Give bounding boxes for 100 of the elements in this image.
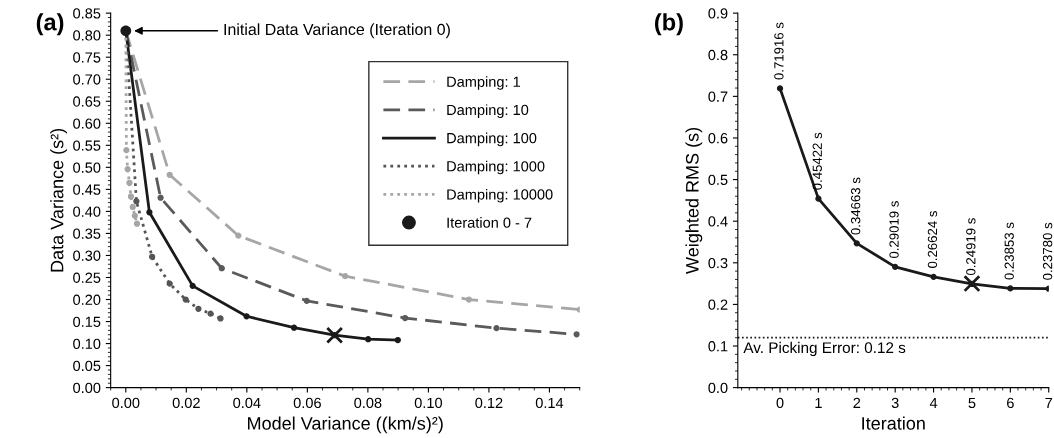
legend-label: Iteration 0 - 7 xyxy=(447,217,532,228)
point xyxy=(195,305,202,312)
point xyxy=(149,253,156,260)
point xyxy=(493,325,500,332)
data-label: 0.29019 s xyxy=(889,201,899,259)
data-label: 0.26624 s xyxy=(927,211,938,268)
point xyxy=(303,297,310,304)
y-tick-label: 0.40 xyxy=(73,206,101,217)
legend-label: Damping: 10000 xyxy=(447,188,553,203)
x-tick-label: 0.00 xyxy=(112,397,140,409)
point xyxy=(776,85,784,92)
y-tick-label: 0.7 xyxy=(708,91,728,102)
point xyxy=(218,265,225,272)
y-tick-label: 0.15 xyxy=(73,316,101,327)
point xyxy=(815,195,822,202)
point xyxy=(465,296,473,303)
x-tick-label: 6 xyxy=(1007,397,1014,409)
legend-label: Damping: 10 xyxy=(447,104,529,118)
x-tick-label: 3 xyxy=(891,397,899,409)
point xyxy=(124,165,131,173)
data-label: 0.23853 s xyxy=(1004,222,1014,280)
x-tick-label: 0.14 xyxy=(535,397,564,409)
x-tick-label: 7 xyxy=(1045,397,1053,408)
y-axis-title: Weighted RMS (s) xyxy=(685,127,703,274)
point xyxy=(166,280,173,287)
point xyxy=(401,314,409,322)
y-tick-label: 0.8 xyxy=(708,49,728,61)
x-axis-title: Model Variance ((km/s)²) xyxy=(248,416,443,434)
x-tick-label: 0.02 xyxy=(172,397,200,409)
data-label: 0.71916 s xyxy=(774,22,784,80)
y-tick-label: 0.2 xyxy=(708,299,728,310)
point xyxy=(892,263,899,271)
point xyxy=(963,274,981,293)
y-tick-label: 0.35 xyxy=(73,228,101,239)
point xyxy=(126,179,133,186)
data-label: 0.34663 s xyxy=(851,177,861,235)
legend-label: Damping: 1 xyxy=(447,76,520,90)
point xyxy=(133,198,140,205)
y-tick-label: 0.55 xyxy=(73,140,101,151)
x-tick-label: 0 xyxy=(776,397,784,409)
chart-title: (b) xyxy=(655,13,683,36)
y-tick-label: 0.75 xyxy=(73,52,101,63)
annotation: Initial Data Variance (Iteration 0) xyxy=(224,23,450,39)
point xyxy=(1007,285,1014,292)
y-tick-label: 0.6 xyxy=(708,133,728,144)
x-tick-label: 0.06 xyxy=(293,397,321,409)
y-tick-label: 0.1 xyxy=(708,341,728,352)
point xyxy=(207,310,214,317)
x-tick-label: 2 xyxy=(853,397,861,408)
y-tick-label: 0.50 xyxy=(73,162,101,173)
data-label: 0.45422 s xyxy=(812,132,822,190)
point xyxy=(573,331,580,338)
y-tick-label: 0.85 xyxy=(73,8,101,19)
data-label: 0.23780 s xyxy=(1042,222,1053,280)
point xyxy=(127,193,135,200)
point xyxy=(131,212,139,219)
data-label: 0.24919 s xyxy=(966,218,976,276)
y-tick-label: 0.00 xyxy=(73,382,101,394)
x-tick-label: 0.10 xyxy=(414,397,443,409)
point xyxy=(217,315,224,322)
x-tick-label: 1 xyxy=(815,397,822,408)
point xyxy=(166,171,173,178)
point xyxy=(290,324,298,331)
point xyxy=(146,209,153,216)
y-tick-label: 0.3 xyxy=(708,257,728,269)
x-tick-label: 0.08 xyxy=(354,397,382,409)
y-tick-label: 0.60 xyxy=(73,118,101,129)
x-tick-label: 5 xyxy=(968,397,976,409)
y-tick-label: 0.05 xyxy=(73,360,101,372)
point xyxy=(189,282,196,289)
y-tick-label: 0.0 xyxy=(708,382,728,394)
ref-line-label: Av. Picking Error: 0.12 s xyxy=(743,341,906,357)
point xyxy=(133,220,141,227)
y-tick-label: 0.45 xyxy=(73,184,101,195)
y-tick-label: 0.5 xyxy=(708,174,728,186)
point xyxy=(853,240,860,247)
x-axis-title: Iteration xyxy=(862,416,925,430)
y-tick-label: 0.70 xyxy=(73,74,101,85)
point xyxy=(394,336,401,344)
y-tick-label: 0.4 xyxy=(708,216,728,227)
point xyxy=(243,313,250,320)
y-tick-label: 0.10 xyxy=(73,338,101,349)
point xyxy=(235,232,242,239)
y-tick-label: 0.65 xyxy=(73,96,101,107)
point xyxy=(123,147,130,154)
point xyxy=(129,203,136,211)
y-tick-label: 0.30 xyxy=(73,250,101,261)
y-tick-label: 0.20 xyxy=(73,294,101,305)
x-tick-label: 4 xyxy=(929,397,938,408)
point xyxy=(157,194,164,201)
chart-title: (a) xyxy=(36,13,64,36)
y-axis-title: Data Variance (s²) xyxy=(50,128,67,272)
point xyxy=(365,336,372,343)
x-tick-label: 0.04 xyxy=(233,397,261,409)
legend-label: Damping: 100 xyxy=(447,132,537,147)
y-tick-label: 0.9 xyxy=(708,8,728,19)
x-tick-label: 0.12 xyxy=(475,397,503,409)
point xyxy=(182,296,189,303)
point xyxy=(342,273,349,280)
y-tick-label: 0.80 xyxy=(73,30,101,41)
